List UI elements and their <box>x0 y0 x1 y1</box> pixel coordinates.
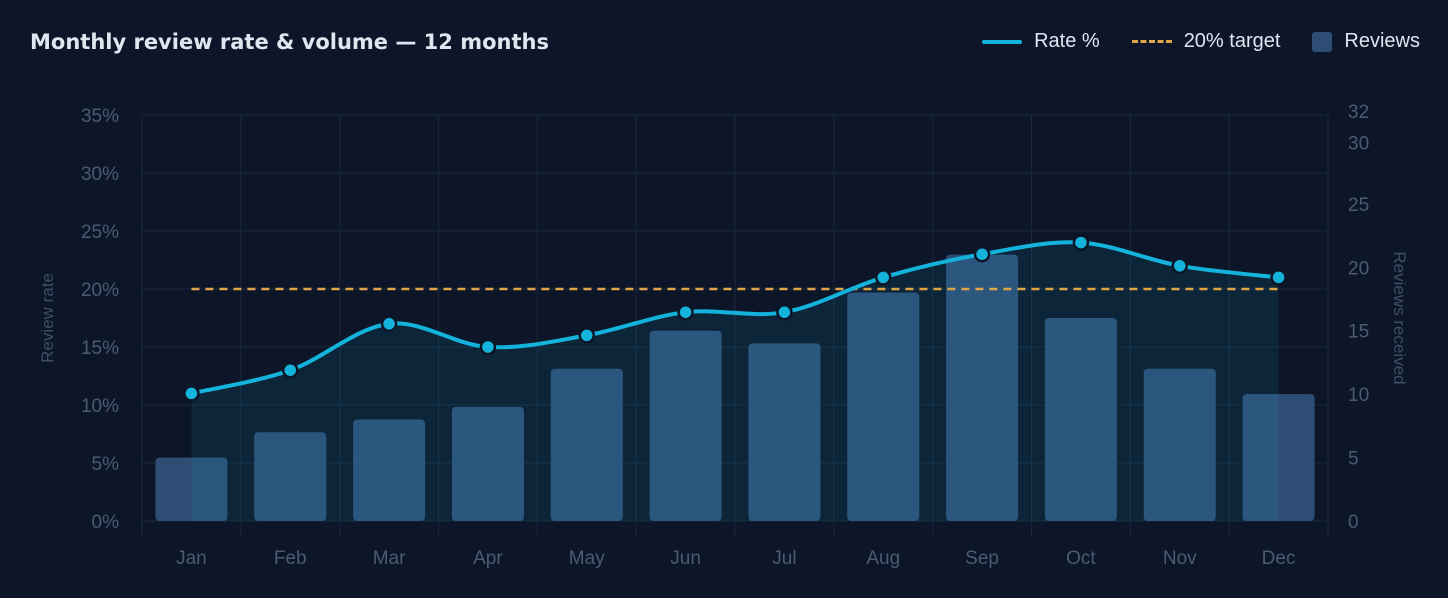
legend-rate[interactable]: Rate % <box>982 30 1100 53</box>
y-tick-label: 30% <box>81 164 119 185</box>
y2-tick-label: 20 <box>1348 258 1369 279</box>
x-tick-label: Jun <box>670 548 701 569</box>
legend-target-swatch <box>1131 40 1172 43</box>
bar-oct[interactable] <box>1044 318 1117 521</box>
legend-reviews-swatch <box>1312 31 1333 52</box>
x-tick-label: Jul <box>772 548 796 569</box>
y2-tick-label: 15 <box>1348 322 1369 343</box>
x-tick-label: Jan <box>176 548 207 569</box>
y-tick-label: 5% <box>92 454 120 475</box>
rate-point-dec[interactable] <box>1270 269 1287 286</box>
y2-tick-label: 30 <box>1348 133 1369 154</box>
chart-title: Monthly review rate & volume — 12 months <box>30 30 549 54</box>
bar-mar[interactable] <box>353 419 426 522</box>
rate-point-mar[interactable] <box>380 315 398 333</box>
bar-dec[interactable] <box>1242 394 1315 521</box>
y2-tick-label: 10 <box>1348 385 1369 406</box>
x-tick-label: Dec <box>1262 548 1296 569</box>
bar-aug[interactable] <box>847 292 920 521</box>
rate-point-nov[interactable] <box>1171 257 1188 275</box>
rate-point-jun[interactable] <box>677 303 694 321</box>
bar-feb[interactable] <box>254 432 327 521</box>
rate-area <box>191 242 1279 522</box>
y-tick-label: 15% <box>81 338 119 359</box>
rate-point-aug[interactable] <box>875 269 892 286</box>
legend-reviews[interactable]: Reviews <box>1312 30 1420 53</box>
x-tick-label: Oct <box>1066 548 1096 569</box>
legend-rate-label: Rate % <box>1034 30 1100 52</box>
x-tick-label: Apr <box>473 548 503 569</box>
y-tick-label: 0% <box>92 512 120 533</box>
y-tick-label: 25% <box>81 222 119 243</box>
legend-target-label: 20% target <box>1183 30 1281 52</box>
legend-rate-swatch <box>982 39 1023 44</box>
x-tick-label: Feb <box>274 548 307 569</box>
x-tick-label: Mar <box>373 548 406 569</box>
rate-point-feb[interactable] <box>282 361 299 379</box>
y-tick-label: 10% <box>81 396 119 417</box>
y-tick-label: 20% <box>81 280 119 301</box>
rate-point-sep[interactable] <box>973 245 991 263</box>
legend-reviews-label: Reviews <box>1344 30 1420 52</box>
x-tick-label: Aug <box>866 548 900 569</box>
y2-axis-title: Reviews received <box>1390 251 1409 384</box>
legend-target[interactable]: 20% target <box>1131 30 1281 53</box>
legend: Rate % 20% target Reviews <box>982 30 1420 53</box>
bar-sep[interactable] <box>946 254 1019 521</box>
x-tick-label: Sep <box>965 548 999 569</box>
rate-point-apr[interactable] <box>479 338 497 356</box>
bar-apr[interactable] <box>451 406 524 521</box>
y2-tick-label: 0 <box>1348 512 1359 533</box>
bar-jun[interactable] <box>649 330 722 521</box>
y2-tick-label: 32 <box>1348 102 1369 123</box>
rate-point-oct[interactable] <box>1072 234 1090 251</box>
bar-nov[interactable] <box>1143 368 1216 521</box>
y-tick-label: 35% <box>81 106 119 127</box>
bar-jan[interactable] <box>155 457 228 521</box>
rate-point-jan[interactable] <box>183 385 200 402</box>
bar-jul[interactable] <box>748 343 821 521</box>
bar-may[interactable] <box>550 368 623 521</box>
y-axis-title: Review rate <box>38 273 57 363</box>
y2-tick-label: 5 <box>1348 449 1359 470</box>
rate-point-may[interactable] <box>578 327 595 344</box>
y2-tick-label: 25 <box>1348 195 1369 216</box>
x-tick-label: Nov <box>1163 548 1197 569</box>
rate-point-jul[interactable] <box>776 303 793 321</box>
x-tick-label: May <box>569 548 605 569</box>
